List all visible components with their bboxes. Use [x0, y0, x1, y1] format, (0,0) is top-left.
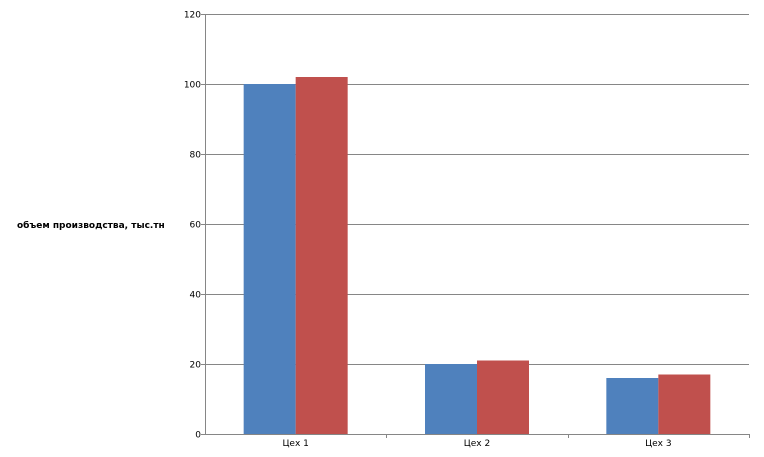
y-tick-label: 40 — [190, 291, 202, 301]
bar-series2-3 — [658, 374, 711, 434]
y-tick-label: 20 — [190, 361, 202, 371]
y-tick-label: 0 — [195, 431, 201, 441]
bar-series1-3 — [606, 378, 659, 434]
y-tick-label: 100 — [184, 81, 201, 91]
x-tick-label: Цех 3 — [645, 439, 671, 449]
bar-series1-1 — [243, 84, 296, 434]
y-tick-label: 80 — [190, 151, 202, 161]
y-tick-label: 120 — [184, 11, 201, 21]
y-axis-label: объем производства, тыс.тн — [17, 221, 165, 231]
bar-series2-1 — [295, 77, 348, 434]
x-tick-label: Цех 2 — [464, 439, 490, 449]
y-tick-label: 60 — [190, 221, 202, 231]
x-tick-label: Цех 1 — [282, 439, 308, 449]
bar-series1-2 — [425, 364, 477, 434]
bar-series2-2 — [477, 360, 529, 434]
